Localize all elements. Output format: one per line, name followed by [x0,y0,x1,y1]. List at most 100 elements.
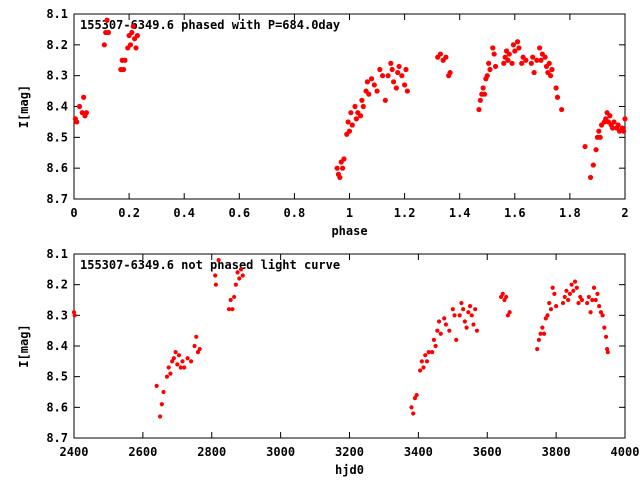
data-point [368,76,375,82]
x-tick-label: 0.8 [284,206,306,220]
data-point [388,60,394,66]
y-axis-label: I[mag] [17,324,31,367]
data-point [486,60,492,66]
data-point [364,79,371,85]
data-point [83,110,89,116]
data-point [340,165,346,171]
data-point [426,350,431,355]
data-point [487,66,493,73]
data-point [443,54,449,60]
x-tick-label: 3000 [266,445,295,459]
data-point [579,297,585,303]
data-point [154,383,159,388]
data-point [566,297,571,303]
x-tick-label: 3200 [335,445,364,459]
data-point [559,106,565,113]
data-point [541,331,547,336]
data-point [550,285,555,290]
x-tick-label: 3600 [473,445,502,459]
data-point [447,69,453,76]
data-point [352,103,358,110]
data-point [334,165,340,171]
data-point [605,350,610,355]
data-point [371,82,377,88]
data-point [588,310,593,315]
x-tick-label: 2 [621,206,628,220]
data-point [607,113,613,119]
y-tick-label: 8.3 [46,69,68,83]
data-point [622,116,628,122]
data-point [578,294,583,300]
chart-title: 155307-6349.6 phased with P=684.0day [80,18,340,32]
data-point [480,85,486,91]
data-point [603,334,609,339]
data-point [498,294,504,300]
data-point [346,128,353,134]
data-point [374,88,380,94]
data-point [501,60,507,66]
data-point [534,57,540,63]
data-point [516,45,522,51]
data-point [611,119,617,125]
phased-light-curve-chart: 0 0.2 0.4 0.6 0.8 1 1.2 1.4 1.6 1.8 2 8.1 8.2 8.3 8.4 8… [17,7,629,238]
data-point [476,106,482,113]
data-point [161,389,166,395]
data-point [101,42,107,48]
data-point [359,97,365,103]
x-tick-label: 1 [346,206,353,220]
x-tick-label: 4000 [611,445,640,459]
data-point [389,66,395,73]
unphased-light-curve-chart: 2400 2600 2800 3000 3200 3400 3600 3800 4000 8.1 8… [17,247,639,477]
data-point [382,97,388,103]
data-point [176,353,182,358]
chart-title: 155307-6349.6 not phased light curve [80,258,340,272]
data-point [585,300,590,306]
data-point [430,350,435,355]
data-point [411,411,416,416]
data-point [506,51,512,57]
data-point [621,128,627,134]
data-point [473,307,478,312]
data-point [547,300,552,306]
data-point [402,82,408,88]
data-point [535,346,540,352]
x-tick-label: 2800 [197,445,226,459]
y-tick-label: 8.6 [46,161,68,175]
data-point [549,66,555,73]
data-point [610,125,616,131]
x-tick-label: 1.6 [504,206,526,220]
data-point [560,300,566,306]
data-point [536,337,542,342]
data-point [548,307,554,312]
y-tick-label: 8.6 [46,400,68,414]
data-point [81,94,87,100]
data-point [127,42,134,48]
y-tick-label: 8.1 [46,247,68,261]
data-point [393,85,399,91]
data-point [226,307,232,312]
data-point [538,331,543,336]
data-point [597,134,603,140]
data-point [195,350,201,355]
data-point [238,267,244,272]
data-point [459,300,464,306]
y-tick-label: 8.2 [46,278,68,292]
data-point [366,91,372,97]
data-point [409,405,414,410]
y-axis-label: I[mag] [17,85,31,128]
data-point [240,273,245,278]
data-point [166,365,171,370]
data-point [454,337,459,342]
data-point [540,325,545,330]
data-point [615,122,621,128]
data-point [133,45,139,51]
data-point [379,73,386,79]
data-point [337,174,343,181]
data-point [170,359,175,364]
data-point [500,291,505,296]
data-point [564,288,569,293]
x-tick-label: 2400 [60,445,89,459]
data-point [130,23,136,29]
data-point [466,310,471,315]
y-tick-label: 8.3 [46,308,68,322]
